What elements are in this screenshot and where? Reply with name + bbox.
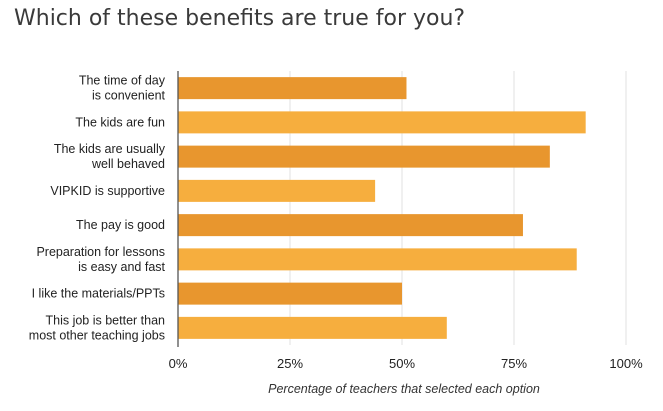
category-label: is easy and fast bbox=[78, 260, 165, 274]
x-axis-title: Percentage of teachers that selected eac… bbox=[268, 382, 540, 396]
x-tick-label: 75% bbox=[501, 356, 527, 371]
category-label: The pay is good bbox=[76, 218, 165, 232]
x-tick-label: 25% bbox=[277, 356, 303, 371]
bar bbox=[178, 111, 586, 134]
bar bbox=[178, 145, 550, 168]
bar bbox=[178, 179, 376, 202]
bar bbox=[178, 316, 447, 339]
bar bbox=[178, 282, 402, 305]
chart-title: Which of these benefits are true for you… bbox=[14, 6, 466, 31]
category-label: I like the materials/PPTs bbox=[32, 287, 165, 301]
category-label: well behaved bbox=[91, 157, 165, 171]
bar bbox=[178, 77, 407, 100]
x-tick-label: 100% bbox=[609, 356, 643, 371]
category-label: The time of day bbox=[79, 74, 166, 88]
x-tick-label: 0% bbox=[169, 356, 188, 371]
x-tick-label: 50% bbox=[389, 356, 415, 371]
bar bbox=[178, 214, 523, 237]
category-label: VIPKID is supportive bbox=[50, 184, 165, 198]
category-label: most other teaching jobs bbox=[29, 328, 165, 342]
category-label: The kids are fun bbox=[75, 115, 165, 129]
category-label: The kids are usually bbox=[54, 142, 166, 156]
category-label: This job is better than bbox=[45, 313, 165, 327]
category-label: Preparation for lessons bbox=[36, 245, 165, 259]
bar bbox=[178, 248, 577, 271]
category-label: is convenient bbox=[92, 89, 165, 103]
